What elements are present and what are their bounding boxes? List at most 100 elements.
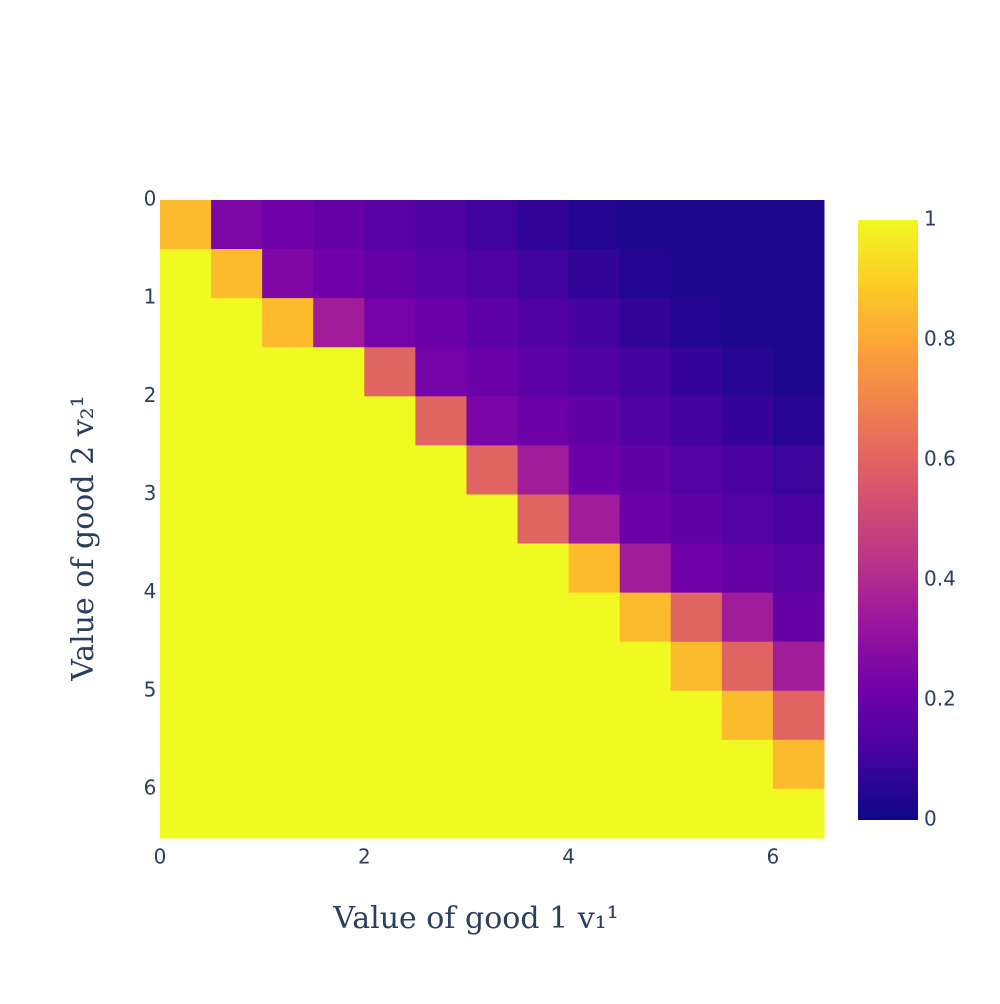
heatmap-cell: [313, 494, 365, 545]
heatmap-cell: [619, 445, 672, 495]
heatmap-cell: [262, 200, 314, 250]
y-tick-label: 4: [144, 579, 157, 603]
heatmap-cell: [517, 298, 570, 348]
heatmap-cell: [415, 200, 467, 250]
heatmap-cell: [364, 690, 416, 741]
heatmap-cell: [160, 788, 212, 839]
heatmap-cell: [415, 641, 467, 692]
heatmap-cell: [262, 690, 314, 741]
heatmap-cell: [364, 298, 416, 348]
heatmap-cell: [466, 200, 519, 250]
heatmap-cell: [313, 788, 365, 839]
heatmap-cell: [568, 347, 621, 397]
heatmap-cell: [211, 200, 263, 250]
y-tick-label: 2: [144, 383, 157, 407]
heatmap-cell: [313, 298, 365, 348]
heatmap-cell: [211, 690, 263, 741]
heatmap-cell: [466, 788, 519, 839]
heatmap-cell: [772, 592, 825, 643]
heatmap-cell: [619, 396, 672, 446]
heatmap-cell: [415, 690, 467, 741]
heatmap-cell: [721, 249, 774, 299]
heatmap-cell: [721, 641, 774, 692]
heatmap-cell: [619, 249, 672, 299]
heatmap-cell: [670, 690, 723, 741]
heatmap-cell: [415, 298, 467, 348]
heatmap-cell: [160, 690, 212, 741]
heatmap-cell: [772, 739, 825, 790]
heatmap-cell: [262, 298, 314, 348]
heatmap-cell: [211, 494, 263, 545]
y-axis-title: Value of good 2 v₂¹: [66, 395, 101, 681]
heatmap-cell: [364, 739, 416, 790]
heatmap-cell: [670, 739, 723, 790]
colorbar-tick-label: 0.6: [924, 447, 956, 471]
heatmap-cell: [364, 494, 416, 545]
heatmap-cell: [568, 298, 621, 348]
heatmap-cell: [670, 396, 723, 446]
heatmap-cell: [262, 396, 314, 446]
heatmap-cell: [619, 788, 672, 839]
heatmap-cell: [772, 249, 825, 299]
heatmap-cell: [568, 739, 621, 790]
heatmap-cell: [364, 788, 416, 839]
heatmap-cell: [313, 249, 365, 299]
heatmap-cell: [160, 592, 212, 643]
heatmap-cell: [466, 543, 519, 594]
heatmap-cell: [415, 494, 467, 545]
heatmap-cell: [670, 494, 723, 545]
x-tick-label: 6: [767, 845, 780, 869]
heatmap-cell: [670, 347, 723, 397]
heatmap-cell: [313, 445, 365, 495]
heatmap-cell: [313, 396, 365, 446]
y-tick-label: 5: [144, 677, 157, 701]
heatmap-cell: [262, 543, 314, 594]
y-tick-label: 0: [144, 187, 157, 211]
heatmap-cell: [313, 347, 365, 397]
heatmap-cell: [211, 249, 263, 299]
heatmap-cell: [415, 249, 467, 299]
heatmap-cell: [313, 543, 365, 594]
x-tick-label: 4: [562, 845, 575, 869]
heatmap-cell: [211, 592, 263, 643]
heatmap-cell: [160, 445, 212, 495]
heatmap-cell: [160, 396, 212, 446]
heatmap-cell: [517, 543, 570, 594]
heatmap-cell: [619, 739, 672, 790]
heatmap-cell: [364, 445, 416, 495]
heatmap-cell: [670, 592, 723, 643]
heatmap-cell: [415, 347, 467, 397]
heatmap-cell: [721, 347, 774, 397]
heatmap-cell: [466, 249, 519, 299]
heatmap-cell: [211, 641, 263, 692]
colorbar-tick-label: 0: [924, 807, 937, 831]
heatmap-cell: [364, 592, 416, 643]
heatmap-cell: [262, 788, 314, 839]
heatmap-cell: [466, 396, 519, 446]
colorbar-tick-label: 0.4: [924, 567, 956, 591]
heatmap-cell: [415, 445, 467, 495]
heatmap-cell: [517, 396, 570, 446]
heatmap-cell: [670, 445, 723, 495]
heatmap-cell: [517, 249, 570, 299]
heatmap-cell: [415, 543, 467, 594]
heatmap-cell: [517, 445, 570, 495]
heatmap-cell: [619, 200, 672, 250]
heatmap-cell: [211, 788, 263, 839]
heatmap-cell: [619, 690, 672, 741]
heatmap-cell: [721, 445, 774, 495]
colorbar-tick-label: 0.2: [924, 687, 956, 711]
heatmap-cell: [517, 739, 570, 790]
heatmap-cell: [517, 788, 570, 839]
heatmap-cell: [466, 739, 519, 790]
heatmap-cell: [568, 249, 621, 299]
heatmap-cell: [568, 690, 621, 741]
heatmap-cell: [721, 396, 774, 446]
heatmap-cell: [568, 494, 621, 545]
heatmap-cell: [364, 396, 416, 446]
heatmap-cell: [772, 494, 825, 545]
heatmap-cell: [517, 200, 570, 250]
heatmap-cell: [721, 690, 774, 741]
heatmap-cell: [619, 347, 672, 397]
